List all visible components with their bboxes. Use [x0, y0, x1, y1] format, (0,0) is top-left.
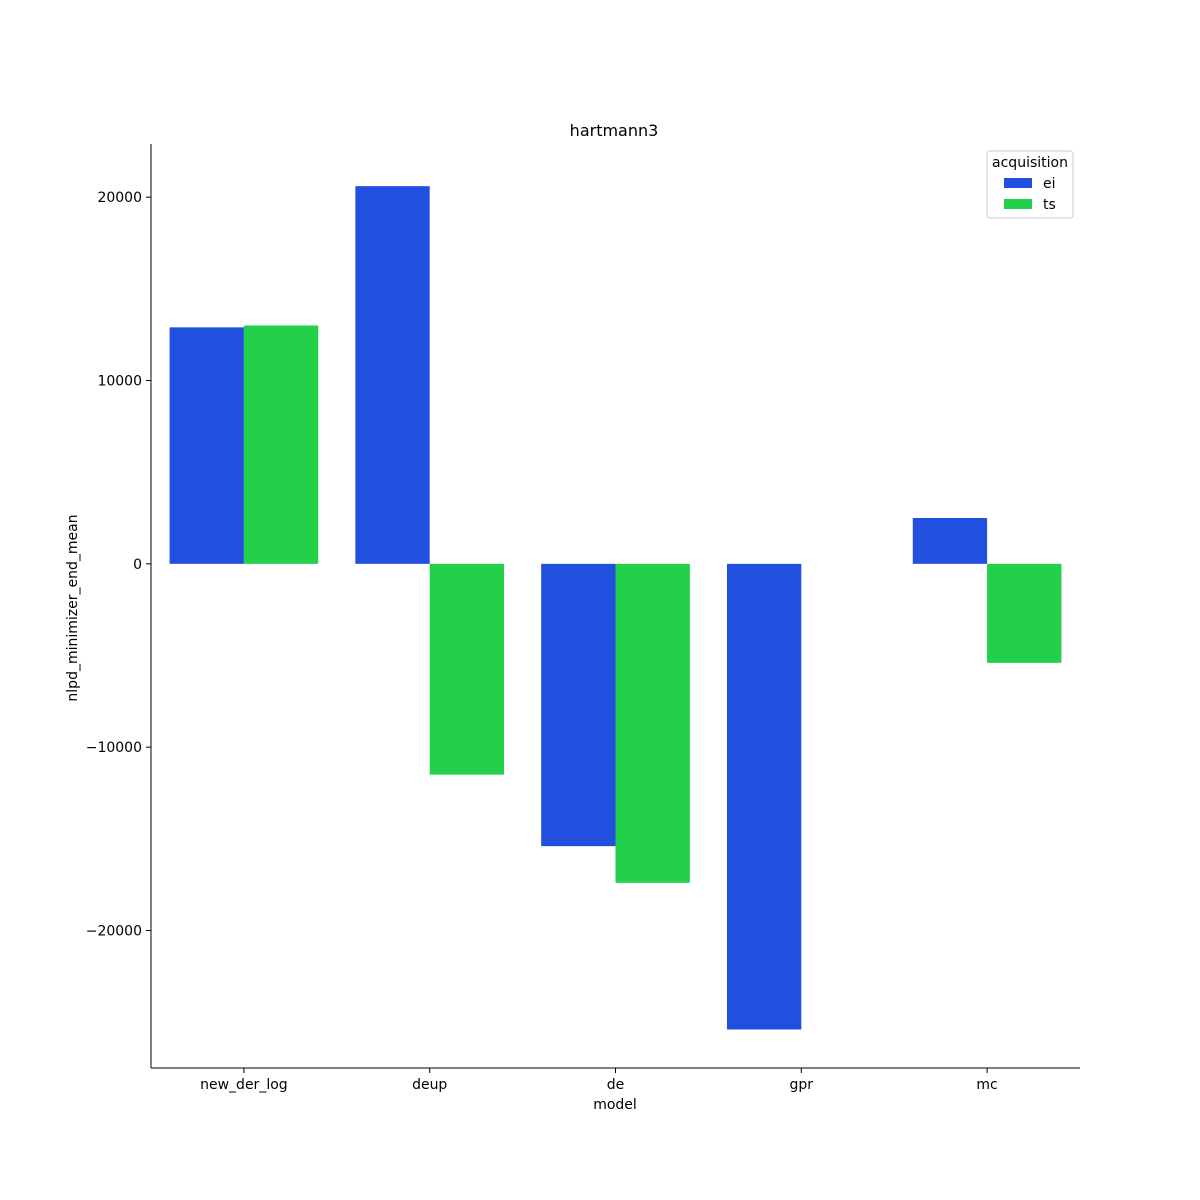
- bar-ei-new_der_log: [169, 327, 244, 564]
- bars-group: [169, 186, 1062, 1030]
- y-tick-label: 10000: [97, 374, 142, 390]
- legend-swatch-ts: [1004, 199, 1032, 209]
- bar-ei-deup: [355, 186, 430, 564]
- y-tick-label: 0: [133, 557, 142, 573]
- x-axis-label: model: [593, 1097, 637, 1113]
- x-tick-label: deup: [412, 1077, 447, 1093]
- x-tick-label: mc: [976, 1077, 997, 1093]
- y-tick-label: −10000: [86, 740, 142, 756]
- x-tick-label: gpr: [790, 1077, 814, 1093]
- legend-items: ei ts: [1004, 176, 1056, 213]
- legend-label-ts: ts: [1043, 197, 1056, 213]
- bar-ts-de: [615, 563, 690, 883]
- bar-ei-de: [541, 563, 616, 847]
- x-tick-label: new_der_log: [200, 1077, 288, 1093]
- bar-ts-new_der_log: [243, 325, 319, 564]
- legend-swatch-ei: [1004, 178, 1032, 188]
- bar-ts-mc: [987, 563, 1062, 663]
- bar-ts-deup: [429, 563, 505, 775]
- chart-title: hartmann3: [570, 121, 659, 140]
- legend-label-ei: ei: [1043, 176, 1056, 192]
- x-axis-ticks: new_der_log deup de gpr mc: [200, 1068, 998, 1093]
- legend-title: acquisition: [992, 155, 1068, 171]
- y-tick-label: −20000: [86, 924, 142, 940]
- y-axis-ticks: −20000 −10000 0 10000 20000: [86, 190, 151, 940]
- x-tick-label: de: [607, 1077, 625, 1093]
- bar-ei-gpr: [726, 563, 802, 1030]
- y-axis-label: nlpd_minimizer_end_mean: [65, 514, 81, 701]
- bar-ei-mc: [912, 518, 988, 564]
- legend: acquisition ei ts: [986, 150, 1074, 219]
- y-tick-label: 20000: [97, 190, 142, 206]
